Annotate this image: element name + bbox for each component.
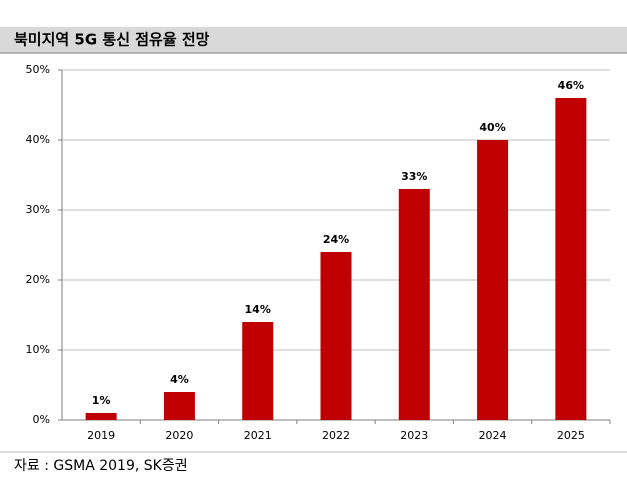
x-tick-label: 2022: [322, 429, 350, 442]
chart-title: 북미지역 5G 통신 점유율 전망: [14, 31, 210, 49]
bar: [163, 392, 195, 420]
value-label: 4%: [170, 373, 189, 386]
x-tick-label: 2024: [479, 429, 507, 442]
source-note: 자료 : GSMA 2019, SK증권: [14, 458, 188, 474]
bar: [320, 252, 352, 420]
y-tick-label: 0%: [33, 413, 50, 426]
bar: [477, 140, 509, 420]
y-tick-label: 20%: [26, 273, 50, 286]
bar: [555, 98, 587, 420]
y-tick-label: 10%: [26, 343, 50, 356]
x-tick-label: 2025: [557, 429, 585, 442]
x-tick-label: 2021: [244, 429, 272, 442]
x-tick-label: 2023: [400, 429, 428, 442]
value-label: 33%: [401, 170, 427, 183]
value-label: 40%: [479, 121, 505, 134]
x-tick-label: 2019: [87, 429, 115, 442]
value-label: 46%: [558, 79, 584, 92]
bar: [242, 322, 274, 420]
title-bar: [0, 27, 627, 53]
value-label: 1%: [92, 394, 111, 407]
bar: [398, 189, 430, 420]
value-label: 14%: [245, 303, 271, 316]
y-tick-label: 50%: [26, 63, 50, 76]
value-label: 24%: [323, 233, 349, 246]
x-tick-label: 2020: [165, 429, 193, 442]
y-tick-label: 40%: [26, 133, 50, 146]
bar: [85, 413, 117, 420]
y-tick-label: 30%: [26, 203, 50, 216]
